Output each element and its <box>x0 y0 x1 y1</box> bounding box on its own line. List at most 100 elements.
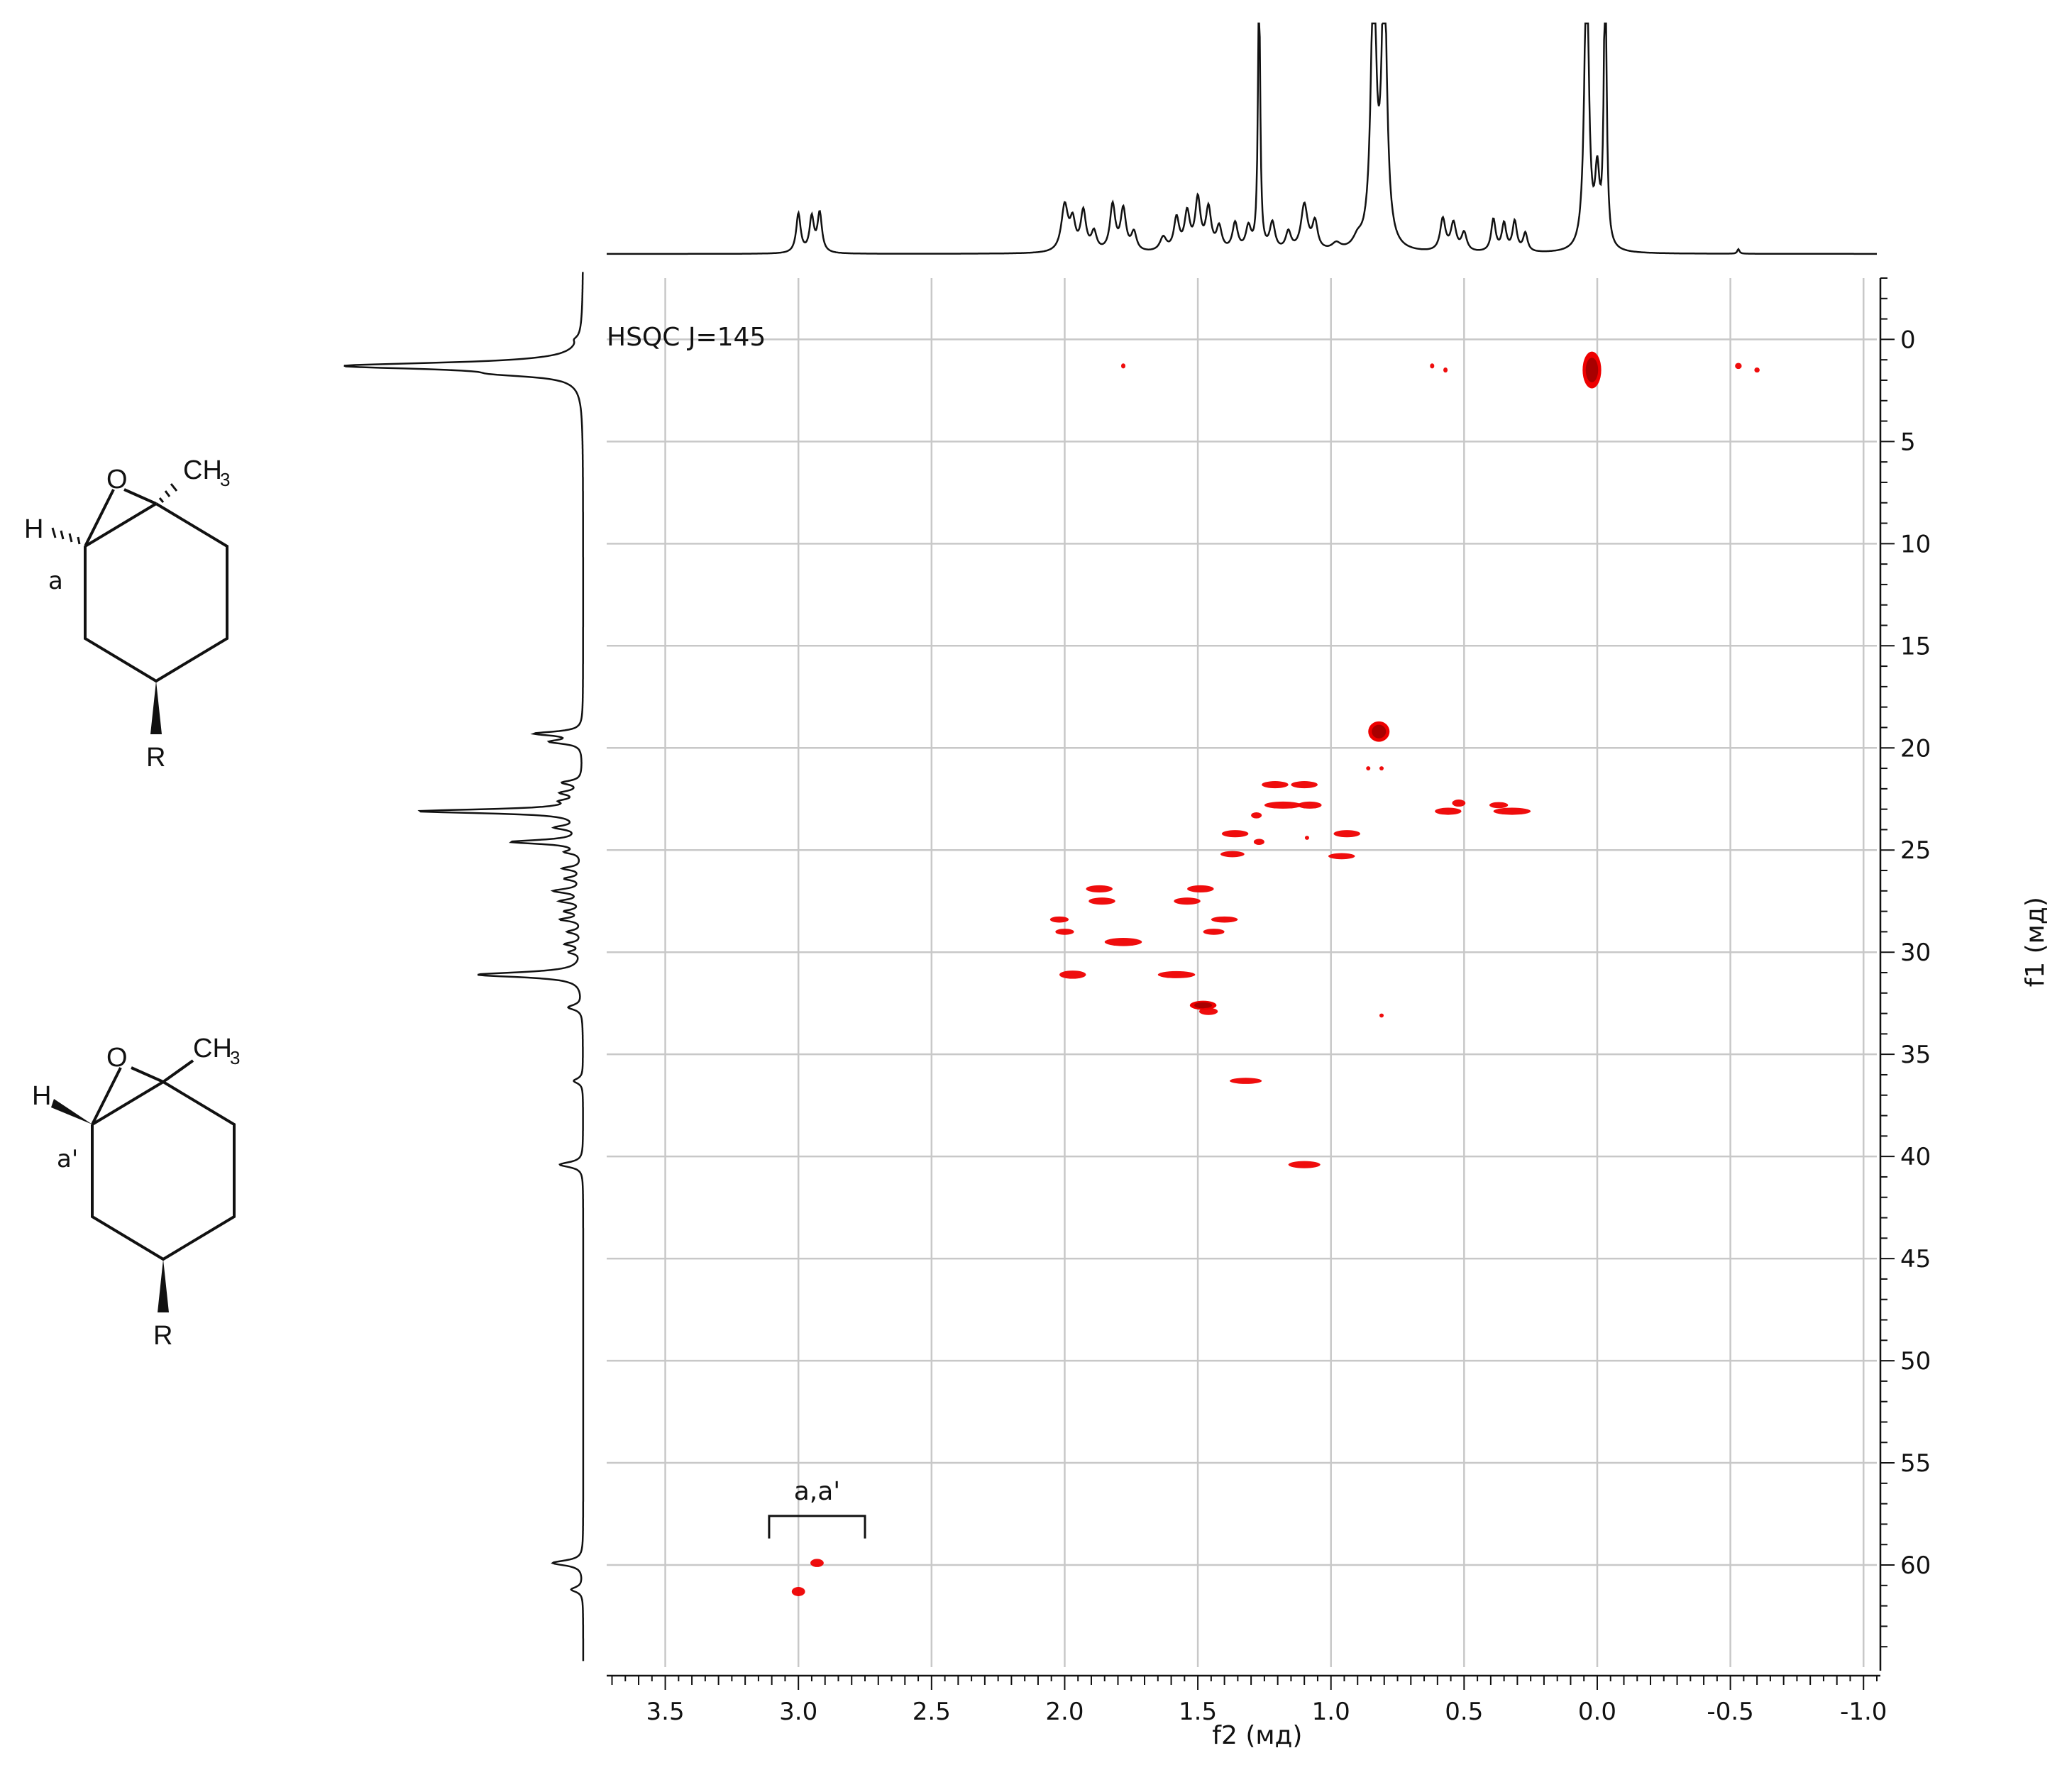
hydrogen-label: H <box>32 1081 51 1111</box>
cross-peak <box>1262 781 1289 789</box>
cross-peak <box>1104 938 1142 946</box>
cross-peak <box>1055 929 1074 935</box>
cross-peak <box>1049 916 1069 923</box>
y-axis: 0 5 10 15 20 25 30 35 40 45 50 55 60 <box>1879 277 1931 1671</box>
cross-peak <box>791 1586 805 1596</box>
epoxide-bond-left <box>91 1067 122 1125</box>
cross-peak <box>1174 897 1201 905</box>
cross-peak <box>1333 830 1360 838</box>
x-tick-label: 0.0 <box>1578 1698 1616 1726</box>
oxygen-label: O <box>106 1043 128 1073</box>
substituent-label: R <box>146 743 165 773</box>
y-tick-label: 35 <box>1900 1041 1931 1069</box>
cross-peak <box>1221 830 1249 838</box>
cross-peak <box>1304 836 1309 840</box>
cross-peak <box>1452 799 1466 807</box>
plot-area-frame <box>607 278 1877 1667</box>
structure-a-prime: O CH 3 H a' R <box>32 1034 240 1351</box>
cross-peak <box>1430 363 1435 369</box>
cross-peak <box>1379 1013 1384 1018</box>
experiment-label: HSQC J=145 <box>607 323 766 352</box>
ring-bonds <box>84 502 228 683</box>
x-tick-label: 2.0 <box>1045 1698 1084 1726</box>
oxygen-label: O <box>106 465 128 494</box>
cross-peak <box>1379 766 1384 770</box>
cross-peak <box>1086 885 1113 892</box>
methyl-label: CH <box>193 1034 232 1063</box>
cross-peak <box>1088 897 1115 905</box>
cross-peak-core <box>1585 358 1599 382</box>
cross-peak <box>810 1559 824 1567</box>
cross-peak <box>1187 885 1214 892</box>
methyl-subscript: 3 <box>220 469 230 490</box>
cross-peak <box>1754 367 1760 373</box>
y-tick-label: 30 <box>1900 939 1931 967</box>
epoxide-bond-right <box>123 488 157 505</box>
cross-peak <box>1493 807 1531 815</box>
x-tick-label: 3.5 <box>646 1698 685 1726</box>
cross-peak <box>1435 807 1462 815</box>
y-tick-label: 15 <box>1900 632 1931 660</box>
y-tick-label: 45 <box>1900 1245 1931 1273</box>
x-tick-label: 0.5 <box>1445 1698 1483 1726</box>
grid <box>607 278 1877 1667</box>
cross-peak <box>1328 853 1355 860</box>
epoxide-bond-base <box>91 1080 165 1126</box>
y-tick-label: 20 <box>1900 734 1931 763</box>
cross-peak <box>1157 970 1196 978</box>
wedge-bond-r <box>158 1259 169 1312</box>
hashed-bond-methyl <box>158 483 178 503</box>
cross-peak <box>1253 839 1264 846</box>
x-axis-title: f2 (мд) <box>1212 1721 1302 1750</box>
cross-peak <box>1251 812 1262 819</box>
cross-peak-core <box>1194 1002 1213 1009</box>
wedge-bond-hydrogen <box>51 1099 92 1124</box>
cross-peak <box>1297 801 1322 809</box>
methyl-label: CH <box>183 455 222 485</box>
f2-projection-trace <box>607 22 1877 255</box>
substituent-label: R <box>153 1321 172 1351</box>
position-label-a: a <box>48 567 63 595</box>
cross-peak <box>1220 851 1245 858</box>
annotation-label: a,a' <box>794 1477 840 1506</box>
cross-peak <box>1291 781 1318 789</box>
y-axis-title: f1 (мд) <box>2021 897 2050 987</box>
y-tick-label: 0 <box>1900 326 1916 354</box>
x-tick-label: 1.5 <box>1179 1698 1217 1726</box>
cross-peak <box>1264 801 1302 809</box>
methyl-subscript: 3 <box>230 1047 240 1068</box>
annotation-bracket <box>768 1515 866 1539</box>
y-tick-label: 55 <box>1900 1449 1931 1478</box>
epoxide-bond-base <box>84 502 158 548</box>
x-tick-label: 2.5 <box>913 1698 951 1726</box>
wedge-bond-r <box>150 681 162 734</box>
f1-projection-trace <box>343 272 585 1661</box>
structure-a: O CH 3 H a R <box>24 455 230 773</box>
y-tick-label: 40 <box>1900 1143 1931 1171</box>
annotations: a,a' <box>768 1477 866 1539</box>
cross-peak <box>1121 363 1126 369</box>
methyl-bond <box>162 1059 194 1083</box>
y-tick-label: 5 <box>1900 428 1916 456</box>
cross-peak <box>1198 1007 1218 1015</box>
cross-peak <box>1366 766 1371 770</box>
hashed-bond-hydrogen <box>51 527 81 545</box>
cross-peak <box>1489 802 1509 809</box>
y-tick-label: 60 <box>1900 1552 1931 1580</box>
epoxide-bond-left <box>84 489 115 547</box>
cross-peak <box>1735 363 1742 370</box>
y-tick-label: 10 <box>1900 530 1931 558</box>
x-tick-label: -1.0 <box>1840 1698 1887 1726</box>
epoxide-bond-right <box>131 1066 164 1083</box>
position-label-a-prime: a' <box>57 1145 78 1173</box>
cross-peak <box>1211 916 1238 923</box>
cross-peaks <box>791 351 1760 1596</box>
x-tick-label: -0.5 <box>1707 1698 1753 1726</box>
cross-peak <box>1203 929 1225 935</box>
cross-peak <box>1230 1078 1262 1084</box>
hydrogen-label: H <box>24 514 43 544</box>
cross-peak <box>1288 1161 1321 1168</box>
x-tick-label: 3.0 <box>779 1698 817 1726</box>
x-axis: 3.5 3.0 2.5 2.0 1.5 1.0 0.5 0.0 -0.5 -1.0 <box>607 1674 1887 1726</box>
